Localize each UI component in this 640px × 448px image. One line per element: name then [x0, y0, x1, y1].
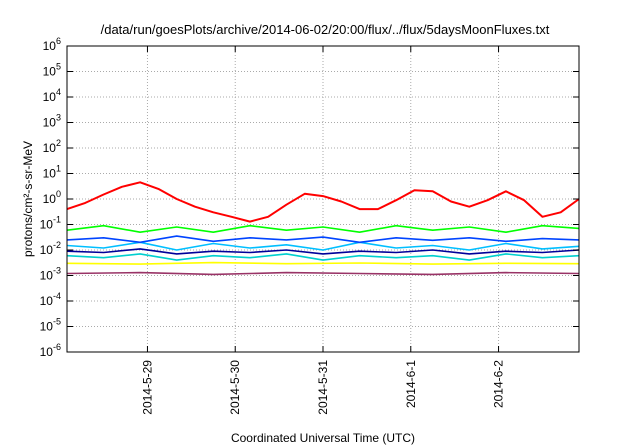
series-line-7	[66, 261, 580, 265]
y-tick-label: 10-2	[40, 240, 61, 257]
y-tick-label: 10-3	[40, 266, 61, 283]
series-line-2	[66, 224, 580, 233]
y-axis: 10-6 10-5 10-4 10-3 10-2 10-1 100 101 102 103 104 1…	[40, 36, 579, 359]
x-axis-label: Coordinated Universal Time (UTC)	[231, 431, 415, 445]
y-tick-label: 104	[43, 87, 61, 104]
y-axis-label: protons/cm²-s-sr-MeV	[21, 141, 35, 257]
chart-title: /data/run/goesPlots/archive/2014-06-02/2…	[101, 22, 550, 37]
x-tick-label: 2014-6-2	[492, 360, 506, 408]
series-line-4	[66, 235, 580, 244]
y-tick-label: 103	[43, 113, 61, 130]
y-tick-label: 100	[43, 189, 61, 206]
x-tick-label: 2014-5-31	[316, 360, 330, 415]
x-axis: 2014-5-29 2014-5-30 2014-5-31 2014-6-1 2014-…	[140, 46, 506, 415]
series-line-5	[66, 253, 580, 261]
x-tick-label: 2014-5-29	[140, 360, 154, 415]
series-line-8	[66, 271, 580, 276]
x-tick-label: 2014-5-30	[228, 360, 242, 415]
series-group	[66, 181, 580, 276]
series-line-6	[66, 248, 580, 255]
y-tick-label: 106	[43, 36, 61, 53]
y-tick-label: 10-1	[40, 215, 61, 232]
grid	[67, 46, 579, 352]
y-tick-label: 102	[43, 138, 61, 155]
series-line-1	[66, 181, 580, 223]
y-tick-label: 101	[43, 164, 61, 181]
y-tick-label: 10-6	[40, 342, 61, 359]
y-tick-label: 10-5	[40, 317, 61, 334]
series-line-3	[66, 241, 580, 251]
y-tick-label: 105	[43, 62, 61, 79]
x-tick-label: 2014-6-1	[404, 360, 418, 408]
y-tick-label: 10-4	[40, 291, 61, 308]
